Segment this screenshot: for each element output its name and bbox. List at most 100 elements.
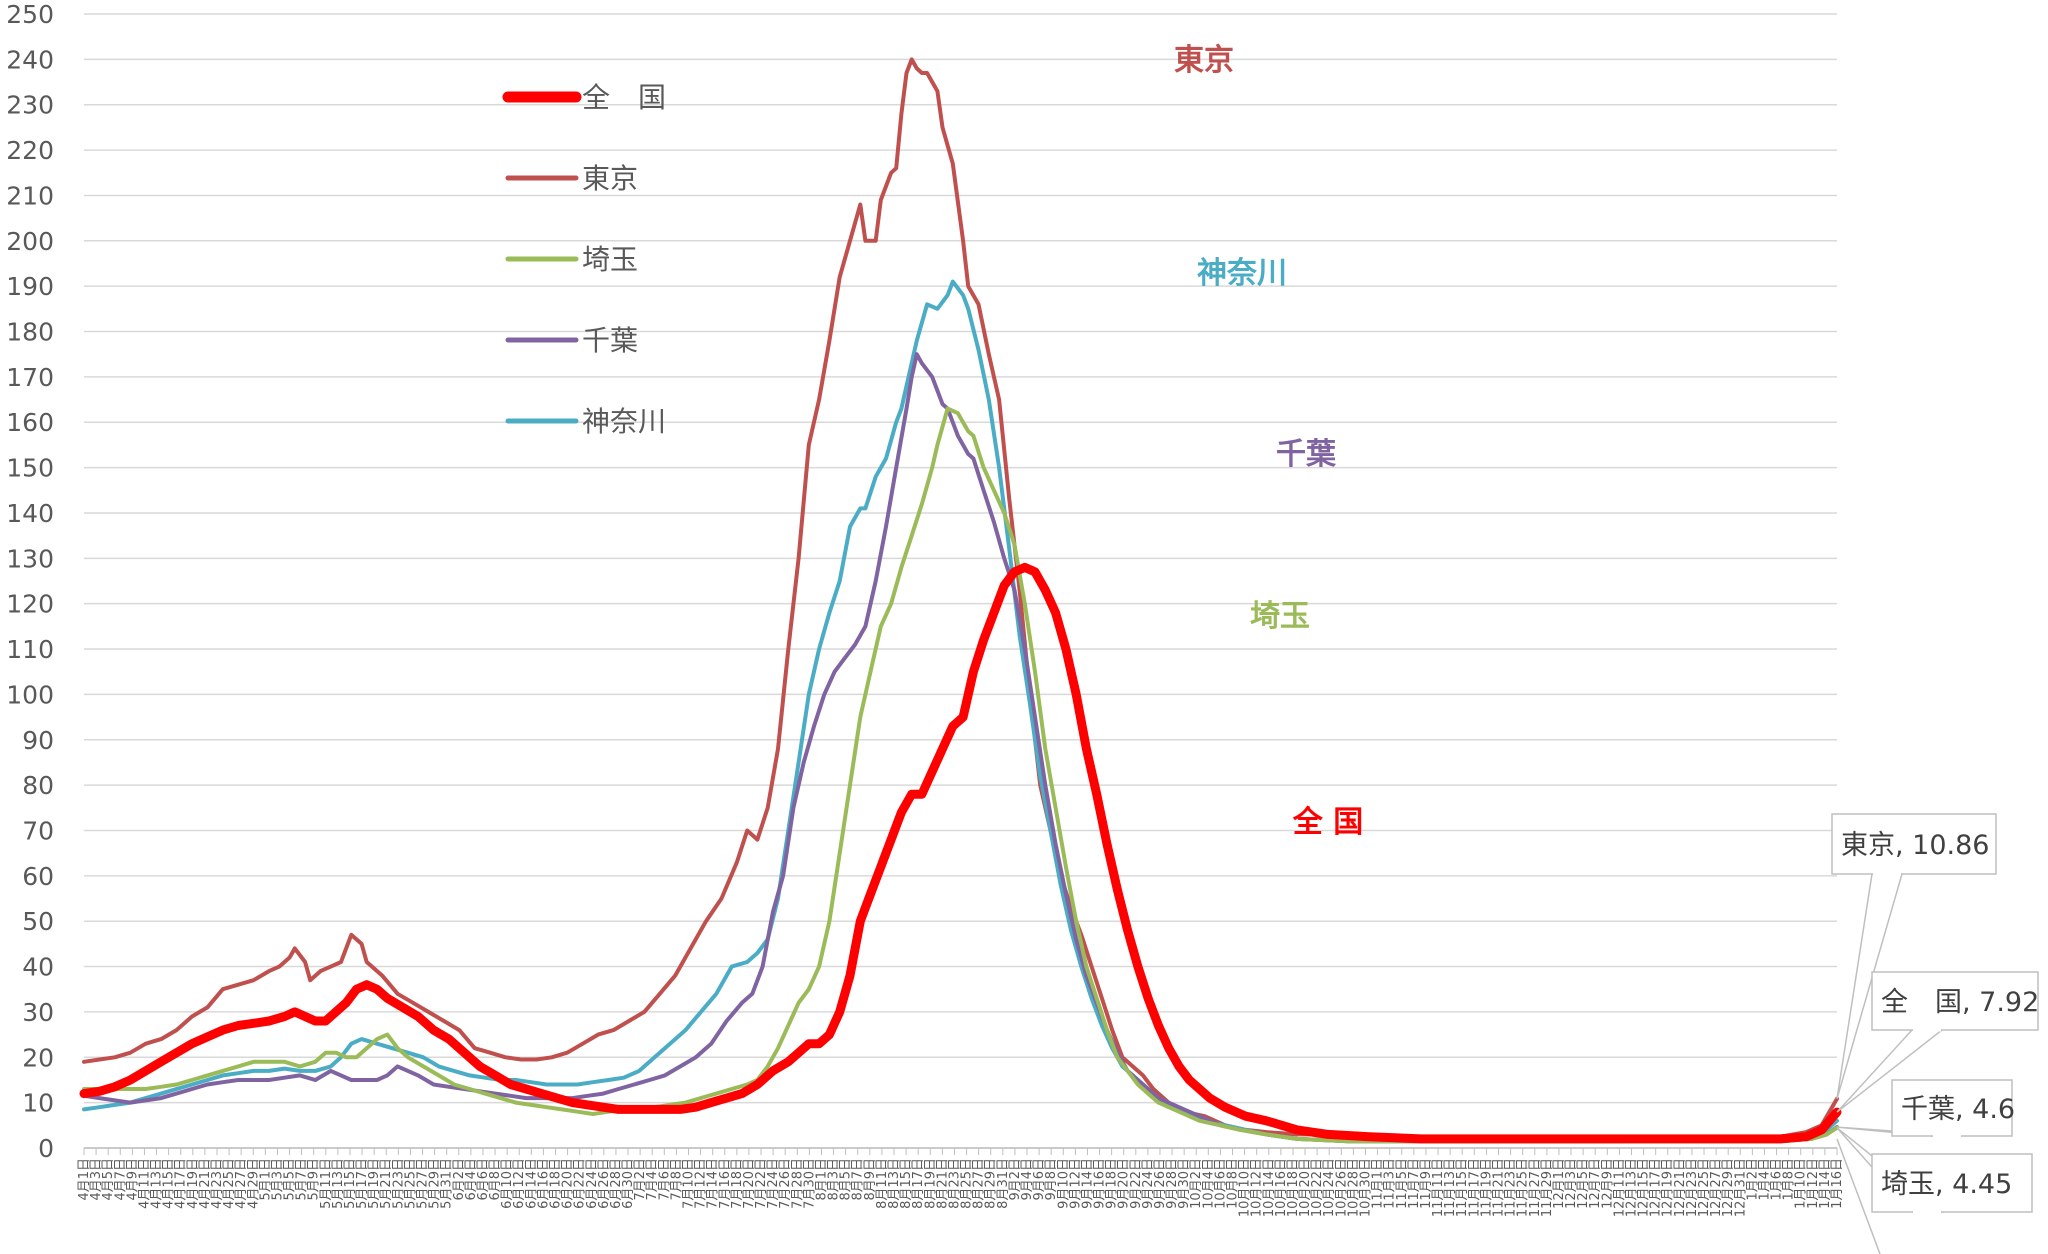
y-tick-label: 100 xyxy=(6,680,54,709)
x-tick-label: 6月12日 xyxy=(512,1158,527,1209)
data-label: 千葉, 4.6 xyxy=(1901,1094,2015,1125)
x-tick-label: 11月17日 xyxy=(1467,1158,1482,1217)
x-tick-label: 10月14日 xyxy=(1262,1158,1277,1217)
x-tick-label: 5月21日 xyxy=(379,1158,394,1209)
x-tick-label: 10月22日 xyxy=(1310,1158,1325,1217)
x-tick-label: 8月29日 xyxy=(984,1158,999,1209)
x-tick-label: 12月7日 xyxy=(1588,1158,1603,1209)
x-tick-label: 7月26日 xyxy=(778,1158,793,1209)
x-tick-label: 5月23日 xyxy=(391,1158,406,1209)
x-tick-label: 6月22日 xyxy=(573,1158,588,1209)
x-tick-label: 12月27日 xyxy=(1709,1158,1724,1217)
x-tick-label: 6月20日 xyxy=(561,1158,576,1209)
x-tick-label: 9月8日 xyxy=(1044,1158,1059,1201)
x-tick-label: 9月16日 xyxy=(1093,1158,1108,1209)
legend-label: 千葉 xyxy=(582,324,638,357)
callout-leader-offscreen xyxy=(1836,1138,1881,1254)
y-tick-label: 10 xyxy=(22,1089,54,1118)
y-tick-label: 210 xyxy=(6,181,54,210)
gridlines xyxy=(84,13,1837,1149)
callout-box xyxy=(1831,813,1997,875)
x-tick-label: 4月21日 xyxy=(198,1158,213,1209)
series-line-全国 xyxy=(79,562,1842,1144)
x-tick-label: 1月6日 xyxy=(1770,1158,1785,1201)
y-axis: 0 10 20 30 40 50 60 70 80 90 100 110 120 130 140 150 160… xyxy=(6,0,54,1163)
x-tick-label: 5月5日 xyxy=(283,1158,298,1201)
x-tick-label: 12月25日 xyxy=(1697,1158,1712,1217)
y-tick-label: 80 xyxy=(22,771,54,800)
x-tick-label: 7月6日 xyxy=(657,1158,672,1201)
x-tick-label: 7月8日 xyxy=(669,1158,684,1201)
x-tick-label: 11月19日 xyxy=(1479,1158,1494,1217)
x-tick-label: 9月26日 xyxy=(1153,1158,1168,1209)
x-tick-label: 7月22日 xyxy=(754,1158,769,1209)
x-tick-label: 8月9日 xyxy=(863,1158,878,1201)
x-tick-label: 6月26日 xyxy=(597,1158,612,1209)
x-tick-label: 7月14日 xyxy=(706,1158,721,1209)
x-tick-label: 9月24日 xyxy=(1141,1158,1156,1209)
x-tick-label: 5月19日 xyxy=(367,1158,382,1209)
callout-box xyxy=(1871,1153,2033,1213)
x-tick-label: 8月27日 xyxy=(972,1158,987,1209)
x-tick-label: 8月21日 xyxy=(935,1158,950,1209)
x-tick-label: 9月30日 xyxy=(1177,1158,1192,1209)
x-tick-label: 7月4日 xyxy=(645,1158,660,1201)
x-tick-label: 5月11日 xyxy=(319,1158,334,1209)
series-line-埼玉 xyxy=(82,406,1839,1144)
series-annotation: 神奈川 xyxy=(1197,256,1287,291)
x-tick-label: 1月8日 xyxy=(1782,1158,1797,1201)
x-tick-label: 8月11日 xyxy=(875,1158,890,1209)
x-tick-label: 6月24日 xyxy=(585,1158,600,1209)
data-label: 埼玉, 4.45 xyxy=(1881,1169,2012,1200)
x-tick-label: 10月8日 xyxy=(1226,1158,1241,1209)
series-annotation: 全 国 xyxy=(1292,805,1363,840)
x-tick-label: 9月2日 xyxy=(1008,1158,1023,1201)
y-tick-label: 40 xyxy=(22,953,54,982)
x-tick-label: 7月24日 xyxy=(766,1158,781,1209)
x-tick-label: 10月16日 xyxy=(1274,1158,1289,1217)
x-tick-label: 5月31日 xyxy=(440,1158,455,1209)
y-tick-label: 140 xyxy=(6,499,54,528)
y-tick-label: 230 xyxy=(6,91,54,120)
x-tick-label: 12月17日 xyxy=(1649,1158,1664,1217)
x-tick-label: 1月16日 xyxy=(1830,1158,1845,1209)
x-tick-label: 6月30日 xyxy=(621,1158,636,1209)
y-tick-label: 180 xyxy=(6,318,54,347)
y-tick-label: 170 xyxy=(6,363,54,392)
y-tick-label: 150 xyxy=(6,454,54,483)
x-tick-label: 8月23日 xyxy=(947,1158,962,1209)
x-tick-label: 4月27日 xyxy=(234,1158,249,1209)
x-tick-label: 4月15日 xyxy=(162,1158,177,1209)
x-tick-label: 10月30日 xyxy=(1359,1158,1374,1217)
data-label-callout: 全 国, 7.92 xyxy=(1836,971,2039,1113)
y-tick-label: 130 xyxy=(6,544,54,573)
x-tick-label: 11月9日 xyxy=(1419,1158,1434,1209)
x-tick-label: 11月23日 xyxy=(1504,1158,1519,1217)
legend-label: 埼玉 xyxy=(582,243,638,276)
y-tick-label: 110 xyxy=(6,635,54,664)
x-tick-label: 11月7日 xyxy=(1407,1158,1422,1209)
x-tick-label: 12月15日 xyxy=(1637,1158,1652,1217)
x-tick-label: 12月31日 xyxy=(1733,1158,1748,1217)
x-axis: 4月1日4月3日4月5日4月7日4月9日4月11日4月13日4月15日4月17日… xyxy=(77,1147,1845,1217)
x-tick-label: 4月1日 xyxy=(77,1158,92,1201)
x-tick-label: 5月27日 xyxy=(416,1158,431,1209)
series-line-東京 xyxy=(82,57,1839,1141)
y-tick-label: 250 xyxy=(6,0,54,29)
x-tick-label: 6月16日 xyxy=(536,1158,551,1209)
x-tick-label: 5月29日 xyxy=(428,1158,443,1209)
series-annotation: 千葉 xyxy=(1276,437,1337,472)
x-tick-label: 7月30日 xyxy=(802,1158,817,1209)
x-tick-label: 5月15日 xyxy=(343,1158,358,1209)
x-tick-label: 4月17日 xyxy=(174,1158,189,1209)
x-tick-label: 12月29日 xyxy=(1721,1158,1736,1217)
x-tick-label: 12月23日 xyxy=(1685,1158,1700,1217)
x-tick-label: 11月25日 xyxy=(1516,1158,1531,1217)
x-tick-label: 9月22日 xyxy=(1129,1158,1144,1209)
x-tick-label: 7月20日 xyxy=(742,1158,757,1209)
y-tick-label: 50 xyxy=(22,907,54,936)
x-tick-label: 11月21日 xyxy=(1491,1158,1506,1217)
x-tick-label: 6月10日 xyxy=(500,1158,515,1209)
